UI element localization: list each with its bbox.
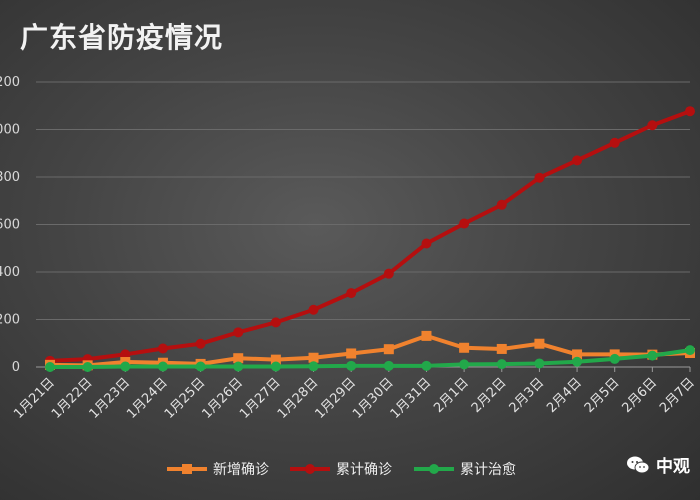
data-point <box>459 218 470 229</box>
data-point <box>308 361 319 372</box>
legend: 新增确诊 累计确诊 累计治愈 <box>167 462 516 478</box>
data-point <box>459 359 470 370</box>
watermark-text: 中观 <box>656 457 690 477</box>
data-point <box>157 343 168 354</box>
series-line <box>48 109 692 363</box>
data-point <box>496 343 507 354</box>
y-axis-ticks: 0 200 400 600 800 1000 1200 <box>0 75 20 375</box>
data-point <box>685 345 695 356</box>
data-point <box>270 361 281 372</box>
x-tick-label: 1月22日 <box>49 375 96 422</box>
data-point <box>346 360 357 371</box>
x-axis-ticks: 1月21日1月22日1月23日1月24日1月25日1月26日1月27日1月28日… <box>11 367 698 422</box>
series-2 <box>45 345 695 372</box>
x-tick-label: 2月3日 <box>507 375 548 416</box>
x-tick-label: 2月6日 <box>619 375 660 416</box>
x-tick-label: 1月21日 <box>11 375 58 422</box>
legend-swatch-marker <box>429 464 439 474</box>
x-tick-label: 1月25日 <box>162 375 209 422</box>
legend-swatch-marker <box>182 464 192 474</box>
x-tick-label: 2月4日 <box>544 375 585 416</box>
data-point <box>195 361 206 372</box>
legend-item: 累计确诊 <box>290 462 392 478</box>
data-point <box>496 359 507 370</box>
data-point <box>233 327 244 338</box>
data-point <box>496 199 507 210</box>
data-point <box>120 349 131 360</box>
data-point <box>308 304 319 315</box>
data-point <box>421 330 432 341</box>
y-tick-label: 800 <box>0 170 20 185</box>
data-point <box>195 338 206 349</box>
x-tick-label: 1月30日 <box>350 375 397 422</box>
data-point <box>157 361 168 372</box>
x-tick-label: 1月27日 <box>237 375 284 422</box>
data-point <box>270 317 281 328</box>
data-point <box>572 155 583 166</box>
series-lines <box>45 106 695 372</box>
x-tick-label: 1月26日 <box>200 375 247 422</box>
data-point <box>534 358 545 369</box>
data-point <box>120 361 131 372</box>
chart-title: 广东省防疫情况 <box>20 21 224 54</box>
x-tick-label: 1月24日 <box>124 375 171 422</box>
x-tick-label: 1月31日 <box>388 375 435 422</box>
data-point <box>383 360 394 371</box>
data-point <box>421 360 432 371</box>
data-point <box>609 137 620 148</box>
x-tick-label: 2月7日 <box>657 375 698 416</box>
y-tick-label: 400 <box>0 265 20 280</box>
data-point <box>346 288 357 299</box>
data-point <box>685 106 695 117</box>
y-tick-label: 200 <box>0 313 20 328</box>
data-point <box>609 353 620 364</box>
x-tick-label: 2月2日 <box>469 375 510 416</box>
data-point <box>534 172 545 183</box>
data-point <box>45 362 55 372</box>
data-point <box>534 338 545 349</box>
legend-label: 累计确诊 <box>336 462 392 478</box>
series-line <box>48 333 692 368</box>
data-point <box>421 238 432 249</box>
data-point <box>82 362 93 372</box>
gridlines <box>36 81 690 368</box>
data-point <box>647 350 658 361</box>
y-tick-label: 0 <box>12 360 20 375</box>
legend-item: 新增确诊 <box>167 462 269 478</box>
data-point <box>233 361 244 372</box>
x-tick-label: 1月28日 <box>275 375 322 422</box>
data-point <box>383 344 394 355</box>
watermark: 中观 <box>626 452 690 477</box>
data-point <box>572 349 583 360</box>
data-point <box>308 352 319 363</box>
data-point <box>459 342 470 353</box>
series-line <box>48 348 692 369</box>
x-tick-label: 2月5日 <box>582 375 623 416</box>
data-point <box>572 356 583 367</box>
series-1 <box>45 106 695 366</box>
legend-label: 累计治愈 <box>460 462 516 478</box>
data-point <box>383 268 394 279</box>
legend-label: 新增确诊 <box>213 462 269 478</box>
y-tick-label: 600 <box>0 218 20 233</box>
x-tick-label: 2月1日 <box>431 375 472 416</box>
data-point <box>346 348 357 359</box>
y-tick-label: 1000 <box>0 123 20 138</box>
data-point <box>270 354 281 365</box>
x-tick-label: 1月29日 <box>312 375 359 422</box>
data-point <box>233 353 244 364</box>
wechat-icon <box>627 456 650 473</box>
legend-swatch-marker <box>305 464 315 474</box>
data-point <box>647 120 658 131</box>
y-tick-label: 1200 <box>0 75 20 90</box>
legend-item: 累计治愈 <box>414 462 516 478</box>
x-tick-label: 1月23日 <box>87 375 134 422</box>
